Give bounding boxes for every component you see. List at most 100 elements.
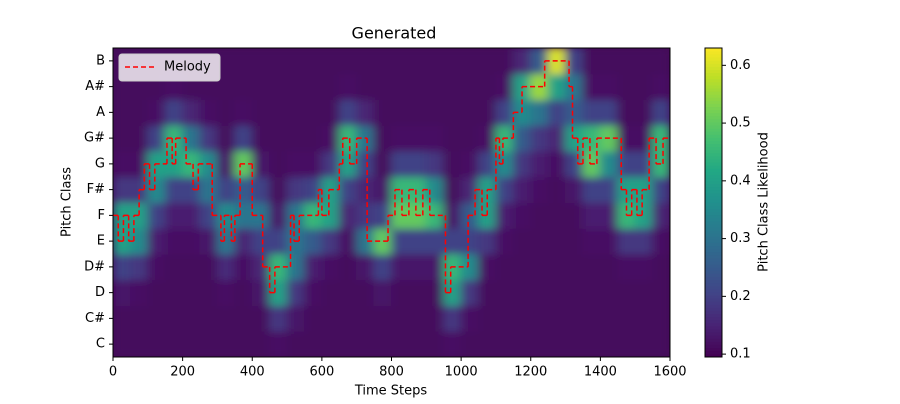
heatmap: [113, 48, 670, 357]
heat-cell: [512, 176, 532, 203]
heat-cell: [495, 48, 514, 75]
heat-cell: [582, 279, 601, 306]
heat-cell: [634, 279, 654, 306]
y-tick-label: F#: [87, 182, 105, 197]
y-tick-label: E: [97, 234, 105, 249]
heat-cell: [530, 150, 549, 178]
heat-cell: [113, 176, 131, 203]
colorbar-swatch: [705, 264, 722, 268]
heat-cell: [113, 330, 131, 357]
y-tick-label: D#: [84, 259, 105, 274]
colorbar-swatch: [705, 47, 722, 52]
x-tick-label: 1000: [445, 365, 478, 380]
colorbar-swatch: [705, 220, 722, 225]
heat-cell: [164, 330, 184, 357]
colorbar-swatch: [705, 230, 722, 234]
heat-cell: [269, 124, 288, 152]
heat-cell: [113, 202, 131, 229]
colorbar-swatch: [705, 350, 722, 355]
y-tick-label: G: [95, 156, 105, 171]
heat-cell: [373, 227, 392, 255]
colorbar-swatch: [705, 128, 722, 132]
heat-cell: [303, 124, 323, 152]
x-axis-label: Time Steps: [354, 384, 428, 399]
heat-cell: [582, 176, 601, 203]
heat-cell: [652, 305, 670, 332]
colorbar-swatch: [705, 233, 722, 237]
colorbar-swatch: [705, 112, 722, 117]
heat-cell: [251, 253, 271, 281]
colorbar-swatch: [705, 87, 722, 92]
colorbar-swatch: [705, 341, 722, 345]
heat-cell: [547, 227, 567, 255]
heat-cell: [530, 176, 549, 203]
heat-cell: [356, 330, 375, 357]
heat-cell: [391, 202, 410, 229]
heat-cell: [460, 279, 480, 306]
heat-cell: [634, 330, 654, 357]
colorbar-tick-label: 0.5: [730, 116, 751, 131]
heat-cell: [286, 305, 305, 332]
heat-cell: [530, 124, 549, 152]
heat-cell: [391, 253, 410, 281]
heat-cell: [269, 150, 288, 178]
colorbar-swatch: [705, 273, 722, 277]
heat-cell: [269, 73, 288, 100]
heat-cell: [182, 202, 201, 229]
heat-cell: [182, 305, 201, 332]
heat-cell: [443, 99, 462, 126]
heat-cell: [199, 305, 218, 332]
heat-cell: [338, 330, 358, 357]
heat-cell: [373, 279, 392, 306]
heat-cell: [199, 279, 218, 306]
heat-cell: [652, 176, 670, 203]
y-tick-label: G#: [84, 131, 105, 146]
colorbar-swatch: [705, 316, 722, 321]
heat-cell: [321, 48, 340, 75]
colorbar-swatch: [705, 338, 722, 342]
colorbar-swatch: [705, 134, 722, 138]
colorbar-swatch: [705, 168, 722, 172]
colorbar-swatch: [705, 143, 722, 148]
heat-cell: [512, 253, 532, 281]
heat-cell: [547, 99, 567, 126]
colorbar-swatch: [705, 196, 722, 200]
heat-cell: [478, 330, 497, 357]
heat-cell: [113, 99, 131, 126]
heat-cell: [321, 253, 340, 281]
heat-cell: [478, 305, 497, 332]
colorbar-frame: [704, 47, 723, 358]
heat-cell: [373, 305, 392, 332]
heat-cell: [530, 305, 549, 332]
heat-cell: [321, 279, 340, 306]
heat-cell: [599, 330, 619, 357]
colorbar-swatch: [705, 279, 722, 284]
x-tick-label: 200: [170, 365, 195, 380]
heat-cell: [356, 305, 375, 332]
heat-cell: [530, 99, 549, 126]
heat-cell: [530, 330, 549, 357]
colorbar-swatch: [705, 81, 722, 86]
colorbar-swatch: [705, 248, 722, 253]
heat-cell: [547, 124, 567, 152]
heat-cell: [234, 253, 253, 281]
heat-cell: [373, 99, 392, 126]
heat-cell: [356, 279, 375, 306]
heat-cell: [408, 305, 427, 332]
colorbar-swatch: [705, 304, 722, 308]
heat-cell: [286, 279, 305, 306]
heat-cell: [582, 330, 601, 357]
heat-cell: [338, 99, 358, 126]
colorbar-swatch: [705, 226, 722, 231]
colorbar-swatch: [705, 106, 722, 111]
x-tick-label: 0: [109, 365, 117, 380]
colorbar-swatch: [705, 50, 722, 55]
heat-cell: [129, 124, 149, 152]
heat-cell: [617, 150, 636, 178]
heat-cell: [582, 202, 601, 229]
heat-cell: [234, 48, 253, 75]
heat-cell: [512, 330, 532, 357]
heat-cell: [234, 176, 253, 203]
colorbar-swatch: [705, 239, 722, 243]
colorbar-swatch: [705, 100, 722, 104]
